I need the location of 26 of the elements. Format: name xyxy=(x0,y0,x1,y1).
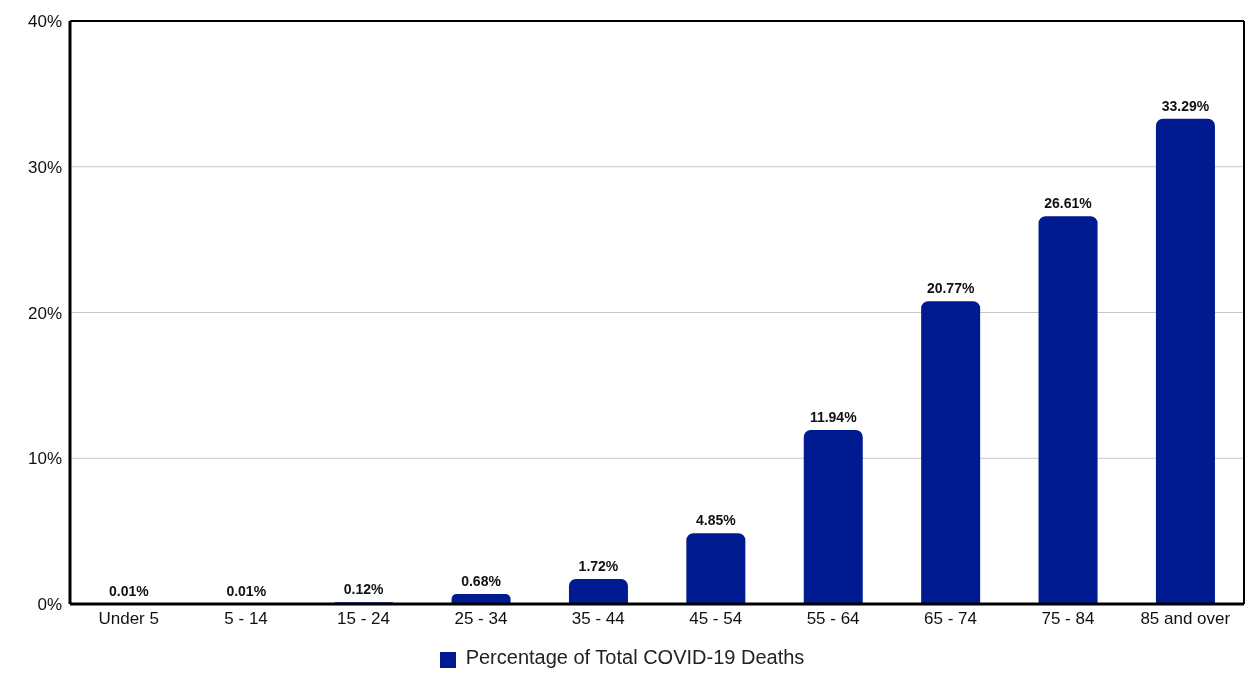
data-label: 0.01% xyxy=(226,582,267,599)
x-tick-label: 25 - 34 xyxy=(454,609,508,629)
x-tick-label: 55 - 64 xyxy=(806,609,860,629)
data-label: 0.01% xyxy=(109,582,150,599)
y-tick-label: 20% xyxy=(27,303,62,323)
y-tick-label: 40% xyxy=(27,12,62,32)
x-tick-label: 5 - 14 xyxy=(224,609,268,629)
data-label: 0.12% xyxy=(343,581,385,598)
x-tick-label: 85 and over xyxy=(1140,609,1231,629)
x-tick-label: 35 - 44 xyxy=(571,609,625,629)
data-label: 33.29% xyxy=(1161,97,1210,114)
y-tick-label: 10% xyxy=(27,449,62,469)
x-tick-label: 65 - 74 xyxy=(924,609,977,629)
y-tick-label: 0% xyxy=(37,595,62,615)
x-tick-label: 45 - 54 xyxy=(689,609,743,629)
y-tick-label: 30% xyxy=(27,157,62,177)
data-label: 26.61% xyxy=(1044,195,1093,212)
data-label: 20.77% xyxy=(926,280,975,297)
data-label: 1.72% xyxy=(578,557,619,574)
data-label: 0.68% xyxy=(461,573,502,590)
data-label: 11.94% xyxy=(809,408,858,425)
x-tick-label: 75 - 84 xyxy=(1041,609,1095,629)
legend-label: Percentage of Total COVID-19 Deaths xyxy=(465,646,805,668)
data-label: 4.85% xyxy=(696,512,737,529)
x-tick-label: Under 5 xyxy=(98,609,159,629)
x-tick-label: 15 - 24 xyxy=(337,609,390,629)
